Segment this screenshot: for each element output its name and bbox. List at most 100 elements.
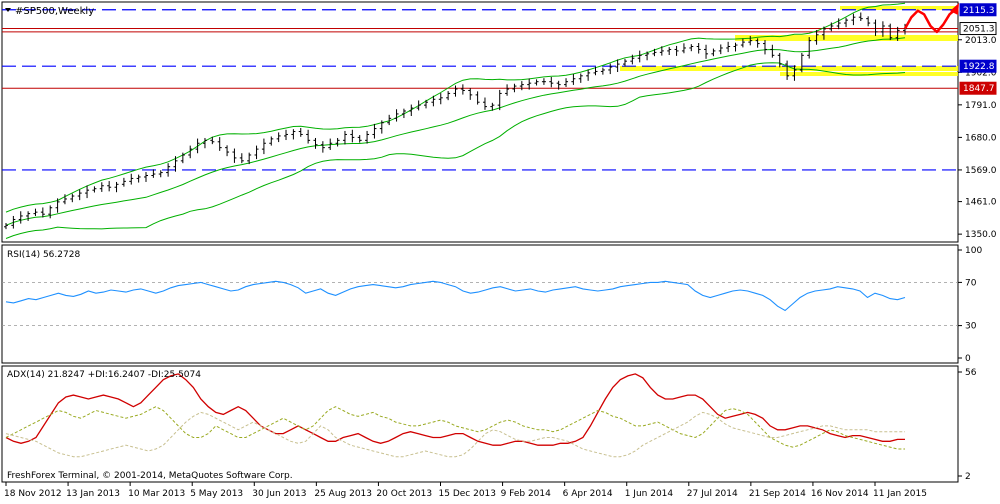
price-bar[interactable] xyxy=(674,45,679,56)
price-bar[interactable] xyxy=(85,185,90,199)
price-bar[interactable] xyxy=(114,181,119,193)
price-bar[interactable] xyxy=(62,194,67,205)
price-bar[interactable] xyxy=(320,141,325,153)
price-bar[interactable] xyxy=(460,84,465,95)
price-bar[interactable] xyxy=(350,129,355,143)
price-bar[interactable] xyxy=(269,136,274,146)
price-bar[interactable] xyxy=(630,54,635,65)
price-bar[interactable] xyxy=(151,169,156,178)
price-bar[interactable] xyxy=(342,130,347,145)
price-bar[interactable] xyxy=(829,22,834,32)
price-bar[interactable] xyxy=(4,222,8,230)
price-bar[interactable] xyxy=(92,186,97,193)
price-bar[interactable] xyxy=(549,76,554,88)
price-bar[interactable] xyxy=(475,91,480,105)
price-bar[interactable] xyxy=(136,174,141,183)
price-bar[interactable] xyxy=(202,137,207,149)
price-bar[interactable] xyxy=(866,16,871,27)
price-bar[interactable] xyxy=(173,156,178,172)
price-bar[interactable] xyxy=(836,18,841,30)
price-bar[interactable] xyxy=(608,63,613,75)
price-bar[interactable] xyxy=(291,129,296,140)
price-bar[interactable] xyxy=(497,89,502,111)
price-bar[interactable] xyxy=(770,44,775,58)
price-bar[interactable] xyxy=(276,132,281,143)
price-bar[interactable] xyxy=(158,170,163,178)
price-bar[interactable] xyxy=(696,42,701,54)
price-bar[interactable] xyxy=(704,44,709,59)
price-bar[interactable] xyxy=(659,46,664,56)
price-bar[interactable] xyxy=(844,17,849,28)
price-bar[interactable] xyxy=(490,102,495,111)
price-bar[interactable] xyxy=(880,21,885,37)
price-bar[interactable] xyxy=(785,60,790,80)
price-bar[interactable] xyxy=(217,137,222,151)
price-bar[interactable] xyxy=(888,23,893,41)
price-bar[interactable] xyxy=(26,211,31,221)
price-bar[interactable] xyxy=(519,81,524,91)
price-bar[interactable] xyxy=(652,48,657,57)
price-bar[interactable] xyxy=(195,138,200,154)
price-bar[interactable] xyxy=(821,26,826,40)
price-bar[interactable] xyxy=(718,44,723,55)
price-bar[interactable] xyxy=(166,163,171,177)
price-bar[interactable] xyxy=(232,148,237,163)
price-bar[interactable] xyxy=(622,58,627,67)
price-bar[interactable] xyxy=(55,198,60,213)
price-bar[interactable] xyxy=(284,129,289,141)
price-bar[interactable] xyxy=(144,171,149,182)
price-bar[interactable] xyxy=(180,152,185,164)
price-bar[interactable] xyxy=(365,130,370,144)
price-bar[interactable] xyxy=(33,208,38,216)
price-bar[interactable] xyxy=(40,207,45,218)
price-bar[interactable] xyxy=(225,145,230,157)
price-bar[interactable] xyxy=(578,73,583,83)
price-bar[interactable] xyxy=(409,104,414,116)
price-bar[interactable] xyxy=(70,193,75,203)
price-bar[interactable] xyxy=(306,129,311,144)
price-bar[interactable] xyxy=(247,152,252,165)
price-bar[interactable] xyxy=(298,128,303,137)
price-bar[interactable] xyxy=(637,50,642,63)
price-bar[interactable] xyxy=(48,205,53,219)
price-bar[interactable] xyxy=(792,65,797,81)
price-bar[interactable] xyxy=(505,84,510,96)
dropdown-triangle-icon[interactable] xyxy=(5,8,11,12)
price-bar[interactable] xyxy=(239,153,244,164)
price-bar[interactable] xyxy=(527,78,532,90)
price-bar[interactable] xyxy=(372,123,377,139)
price-bar[interactable] xyxy=(600,67,605,75)
price-bar[interactable] xyxy=(807,37,812,59)
price-bar[interactable] xyxy=(571,74,576,85)
price-bar[interactable] xyxy=(438,93,443,105)
price-bar[interactable] xyxy=(645,51,650,61)
price-bar[interactable] xyxy=(740,38,745,48)
price-bar[interactable] xyxy=(615,59,620,73)
price-bar[interactable] xyxy=(99,182,104,192)
price-bar[interactable] xyxy=(188,145,193,159)
price-bar[interactable] xyxy=(777,52,782,68)
price-bar[interactable] xyxy=(564,78,569,87)
price-bar[interactable] xyxy=(357,135,362,143)
price-bar[interactable] xyxy=(335,137,340,147)
price-bar[interactable] xyxy=(254,145,259,160)
price-bar[interactable] xyxy=(11,215,16,229)
price-bar[interactable] xyxy=(858,12,863,22)
price-bar[interactable] xyxy=(313,137,318,149)
price-bar[interactable] xyxy=(453,85,458,97)
price-bar[interactable] xyxy=(851,13,856,26)
price-bar[interactable] xyxy=(556,80,561,90)
price-bar[interactable] xyxy=(416,100,421,111)
price-bar[interactable] xyxy=(512,83,517,93)
price-bar[interactable] xyxy=(895,26,900,41)
price-bar[interactable] xyxy=(667,47,672,56)
price-bar[interactable] xyxy=(689,44,694,52)
price-bar[interactable] xyxy=(711,48,716,57)
price-bar[interactable] xyxy=(534,79,539,86)
price-bar[interactable] xyxy=(129,173,134,185)
price-bar[interactable] xyxy=(446,91,451,101)
price-bar[interactable] xyxy=(18,211,23,224)
price-bar[interactable] xyxy=(431,95,436,107)
price-bar[interactable] xyxy=(873,19,878,36)
